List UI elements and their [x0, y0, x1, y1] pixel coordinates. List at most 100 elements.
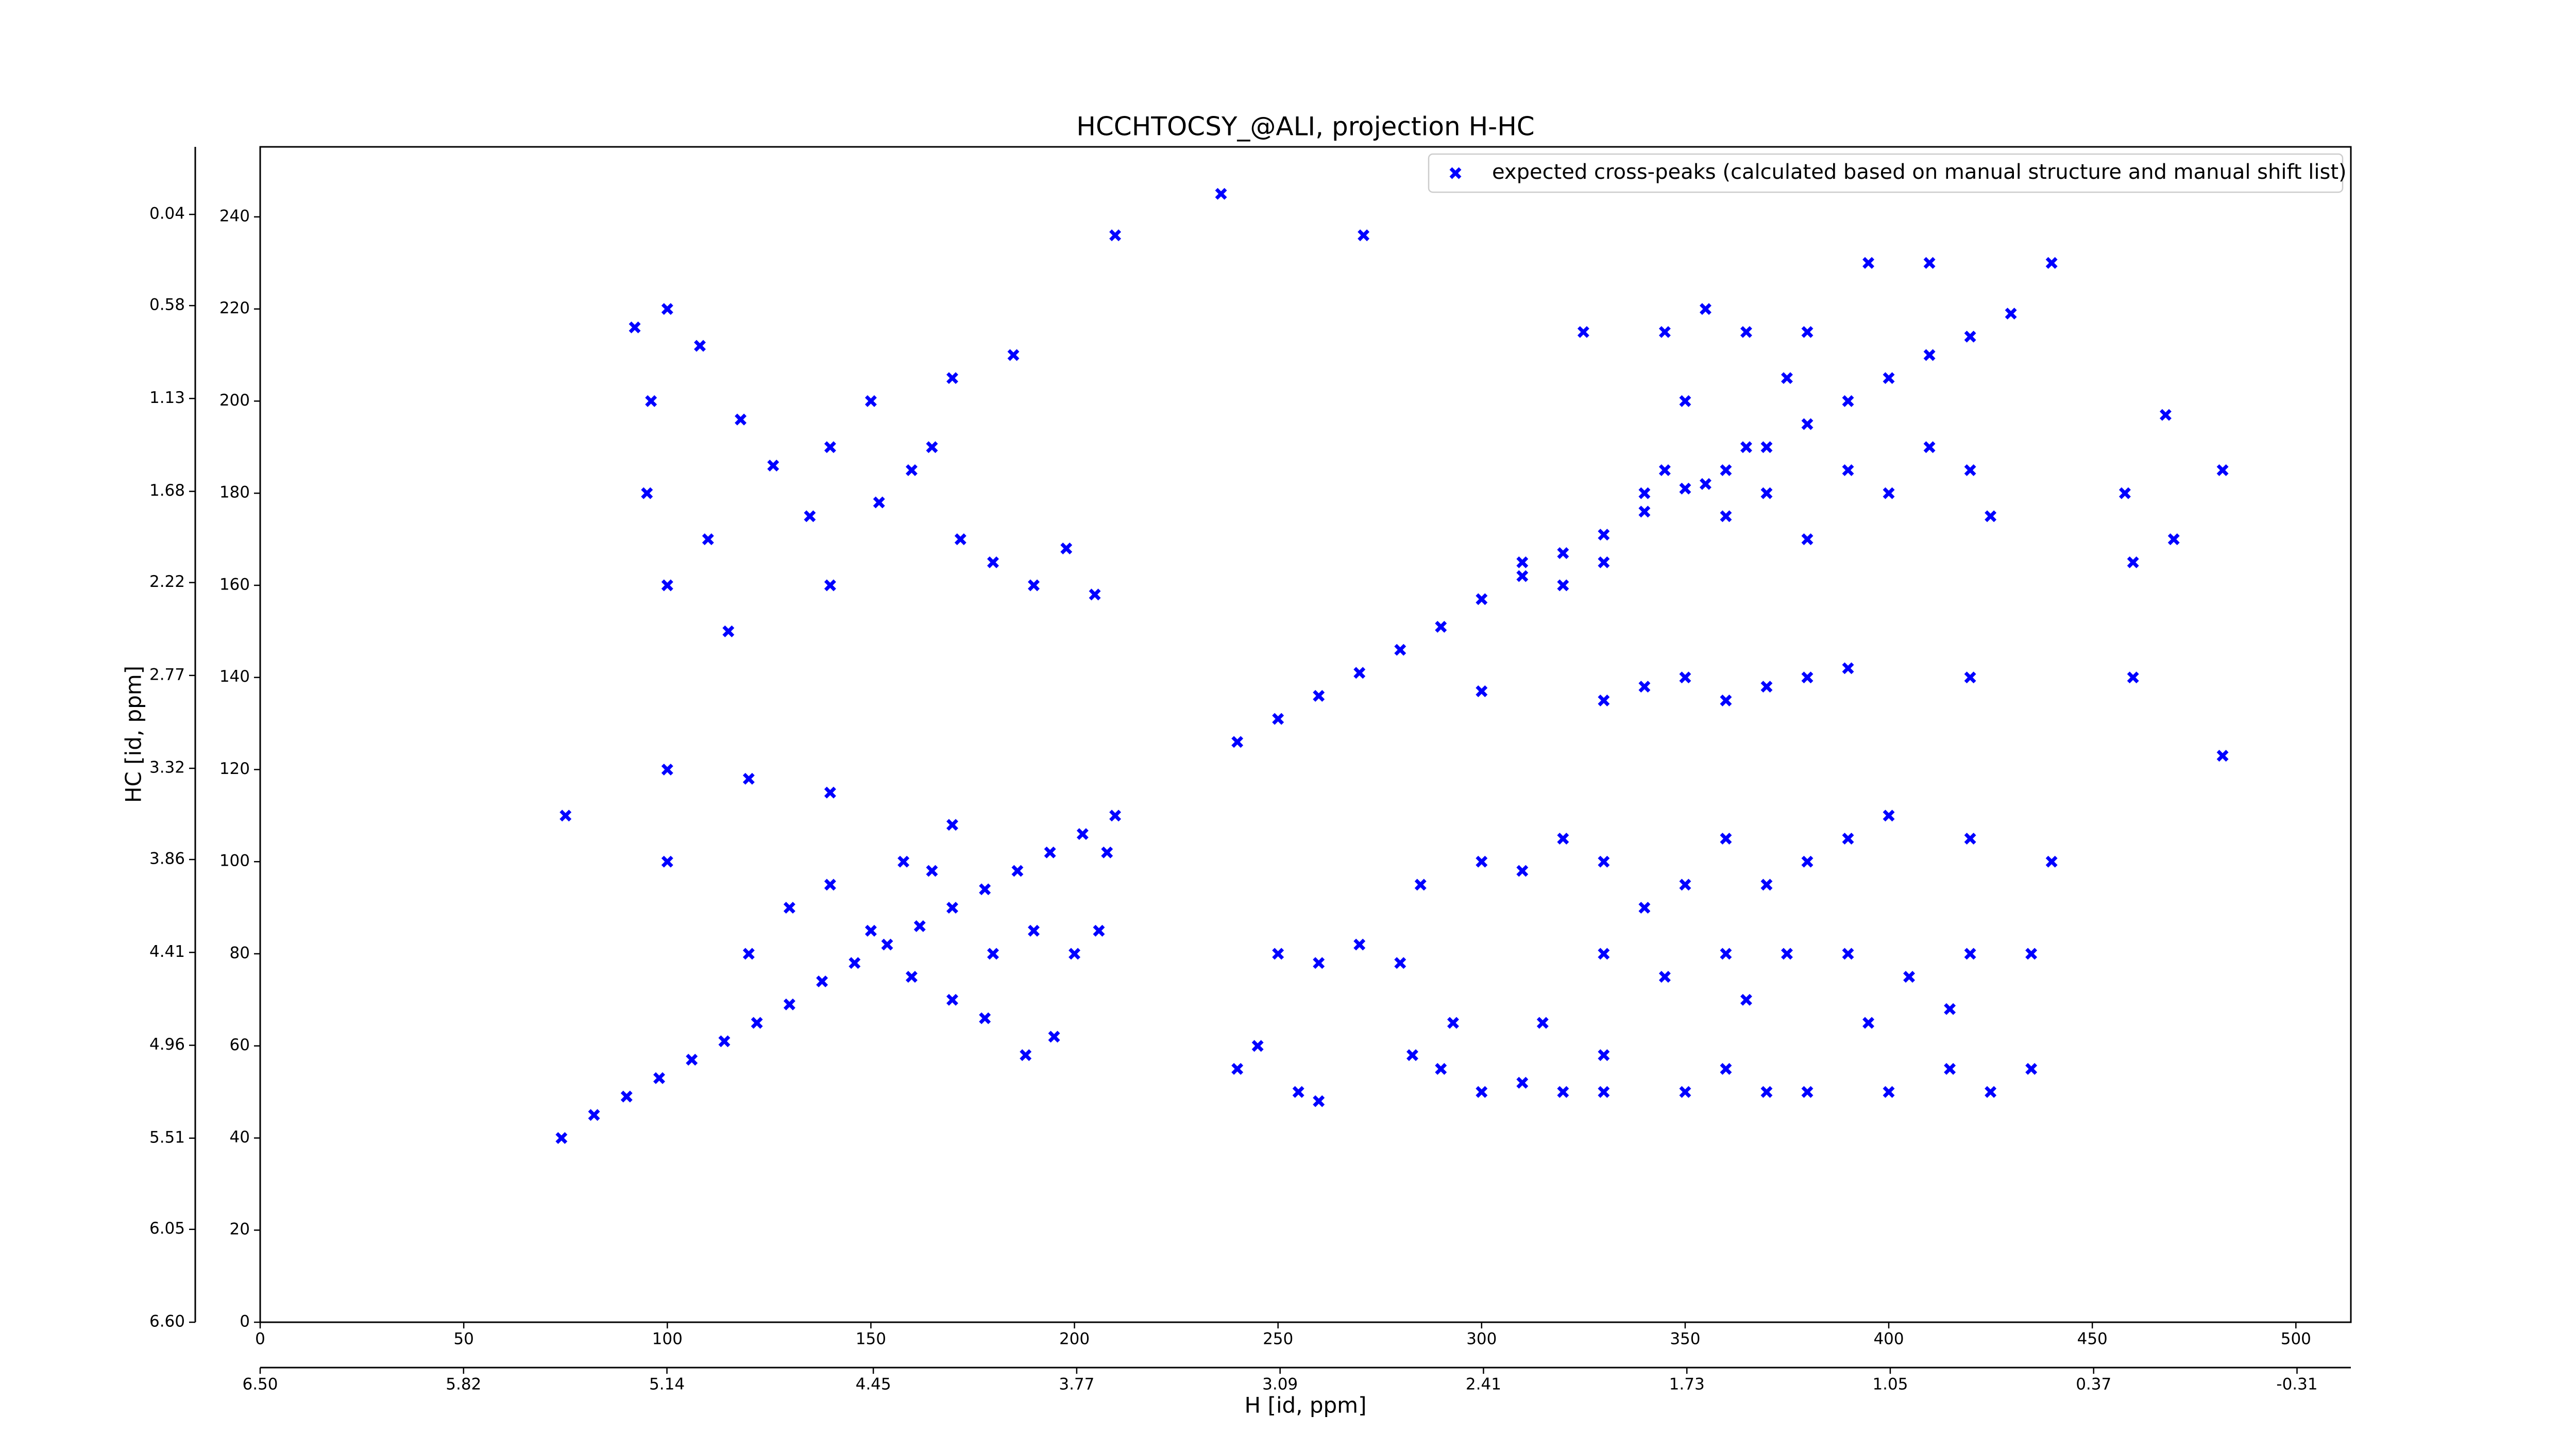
cross-peak [1740, 326, 1752, 338]
cross-peak [824, 441, 836, 453]
y-axis-label: HC [id, ppm] [121, 666, 146, 803]
x2-tick-label: 3.77 [1059, 1375, 1094, 1394]
cross-peak [905, 971, 918, 983]
cross-peak [1781, 948, 1793, 960]
cross-peak [1516, 570, 1529, 582]
cross-peak [1944, 1003, 1956, 1015]
x-tick-label: 400 [1873, 1330, 1904, 1349]
y2-tick-label: 5.51 [149, 1128, 185, 1147]
cross-peak [1801, 533, 1814, 546]
cross-peak [1231, 736, 1244, 748]
cross-peak [865, 395, 877, 407]
x-tick-label: 200 [1059, 1330, 1090, 1349]
x-tick-label: 300 [1466, 1330, 1497, 1349]
cross-peak [1964, 330, 1976, 343]
cross-peak [1598, 556, 1610, 568]
y2-tick-label: 1.68 [149, 481, 185, 500]
cross-peak [1048, 1031, 1060, 1043]
cross-peak [1069, 948, 1081, 960]
cross-peak [686, 1054, 698, 1066]
cross-peak [1883, 1086, 1895, 1098]
cross-peak [1353, 938, 1366, 951]
cross-peak [1536, 1017, 1549, 1029]
cross-peak [1028, 579, 1040, 592]
cross-peak [2216, 750, 2229, 762]
cross-peak [629, 321, 641, 333]
cross-peak [2127, 671, 2139, 684]
cross-peak [2127, 556, 2139, 568]
x-tick-label: 150 [856, 1330, 886, 1349]
cross-peak [1215, 188, 1227, 200]
cross-peak [1598, 948, 1610, 960]
cross-peak [1476, 1086, 1488, 1098]
cross-peak [1358, 229, 1370, 242]
cross-peak [1435, 620, 1447, 633]
y2-tick-label: 0.04 [149, 205, 185, 223]
cross-peak [1557, 547, 1569, 559]
cross-peak [1883, 372, 1895, 384]
cross-peak [1720, 948, 1732, 960]
cross-peak [804, 510, 816, 523]
cross-peak [661, 763, 673, 776]
cross-peak [946, 819, 958, 831]
cross-peak [1923, 349, 1936, 361]
y2-tick-label: 3.86 [149, 850, 185, 868]
x2-tick-label: 0.37 [2076, 1375, 2111, 1394]
cross-peak [1760, 879, 1773, 891]
y2-tick-label: 1.13 [149, 389, 185, 407]
y-tick-label: 0 [240, 1312, 250, 1331]
cross-peak [751, 1017, 763, 1029]
cross-peak [2005, 308, 2017, 320]
cross-peak [641, 487, 653, 499]
cross-peak [1598, 855, 1610, 868]
cross-peak [1109, 810, 1122, 822]
y2-tick-label: 6.05 [149, 1219, 185, 1238]
cross-peak [767, 460, 779, 471]
cross-peak [1679, 879, 1691, 891]
y2-tick-label: 4.41 [149, 942, 185, 961]
cross-peak [702, 533, 714, 546]
cross-peak [1516, 1076, 1529, 1089]
cross-peak [1353, 667, 1366, 679]
x2-tick-label: 2.41 [1466, 1375, 1501, 1394]
cross-peak [1862, 1017, 1875, 1029]
cross-peak [1985, 1086, 1997, 1098]
cross-peak [1842, 833, 1854, 845]
cross-peak [926, 441, 938, 453]
cross-peak [1801, 671, 1814, 684]
cross-peak [783, 902, 795, 914]
cross-peak [824, 879, 836, 891]
cross-peak [1109, 229, 1122, 242]
cross-peak [661, 579, 673, 592]
cross-peak [1598, 1049, 1610, 1062]
cross-peak [1964, 464, 1976, 476]
cross-peak [2119, 487, 2131, 499]
cross-peak [2025, 948, 2038, 960]
cross-peak [1801, 855, 1814, 868]
cross-peak [1557, 579, 1569, 592]
y-tick-label: 120 [219, 760, 250, 778]
y-tick-label: 80 [230, 943, 250, 962]
y-tick-label: 60 [230, 1036, 250, 1054]
cross-peak [1089, 588, 1101, 601]
x2-tick-label: 5.14 [649, 1375, 685, 1394]
cross-peak [1476, 685, 1488, 697]
legend-marker [1449, 167, 1462, 179]
cross-peak [1638, 506, 1651, 518]
cross-peak [1964, 833, 1976, 845]
y-tick-label: 200 [219, 391, 250, 410]
cross-peak [1313, 1095, 1325, 1107]
y-tick-label: 20 [230, 1220, 250, 1239]
cross-peak [1781, 372, 1793, 384]
cross-peak [1406, 1049, 1418, 1062]
cross-peak [1638, 487, 1651, 499]
cross-peak [816, 975, 828, 988]
cross-peak [1842, 395, 1854, 407]
cross-peak [1862, 257, 1875, 269]
cross-peak [1476, 593, 1488, 605]
y-tick-label: 240 [219, 207, 250, 225]
y-tick-label: 160 [219, 575, 250, 594]
cross-peak [1557, 1086, 1569, 1098]
x-tick-label: 450 [2077, 1330, 2108, 1349]
cross-peak [694, 340, 706, 352]
